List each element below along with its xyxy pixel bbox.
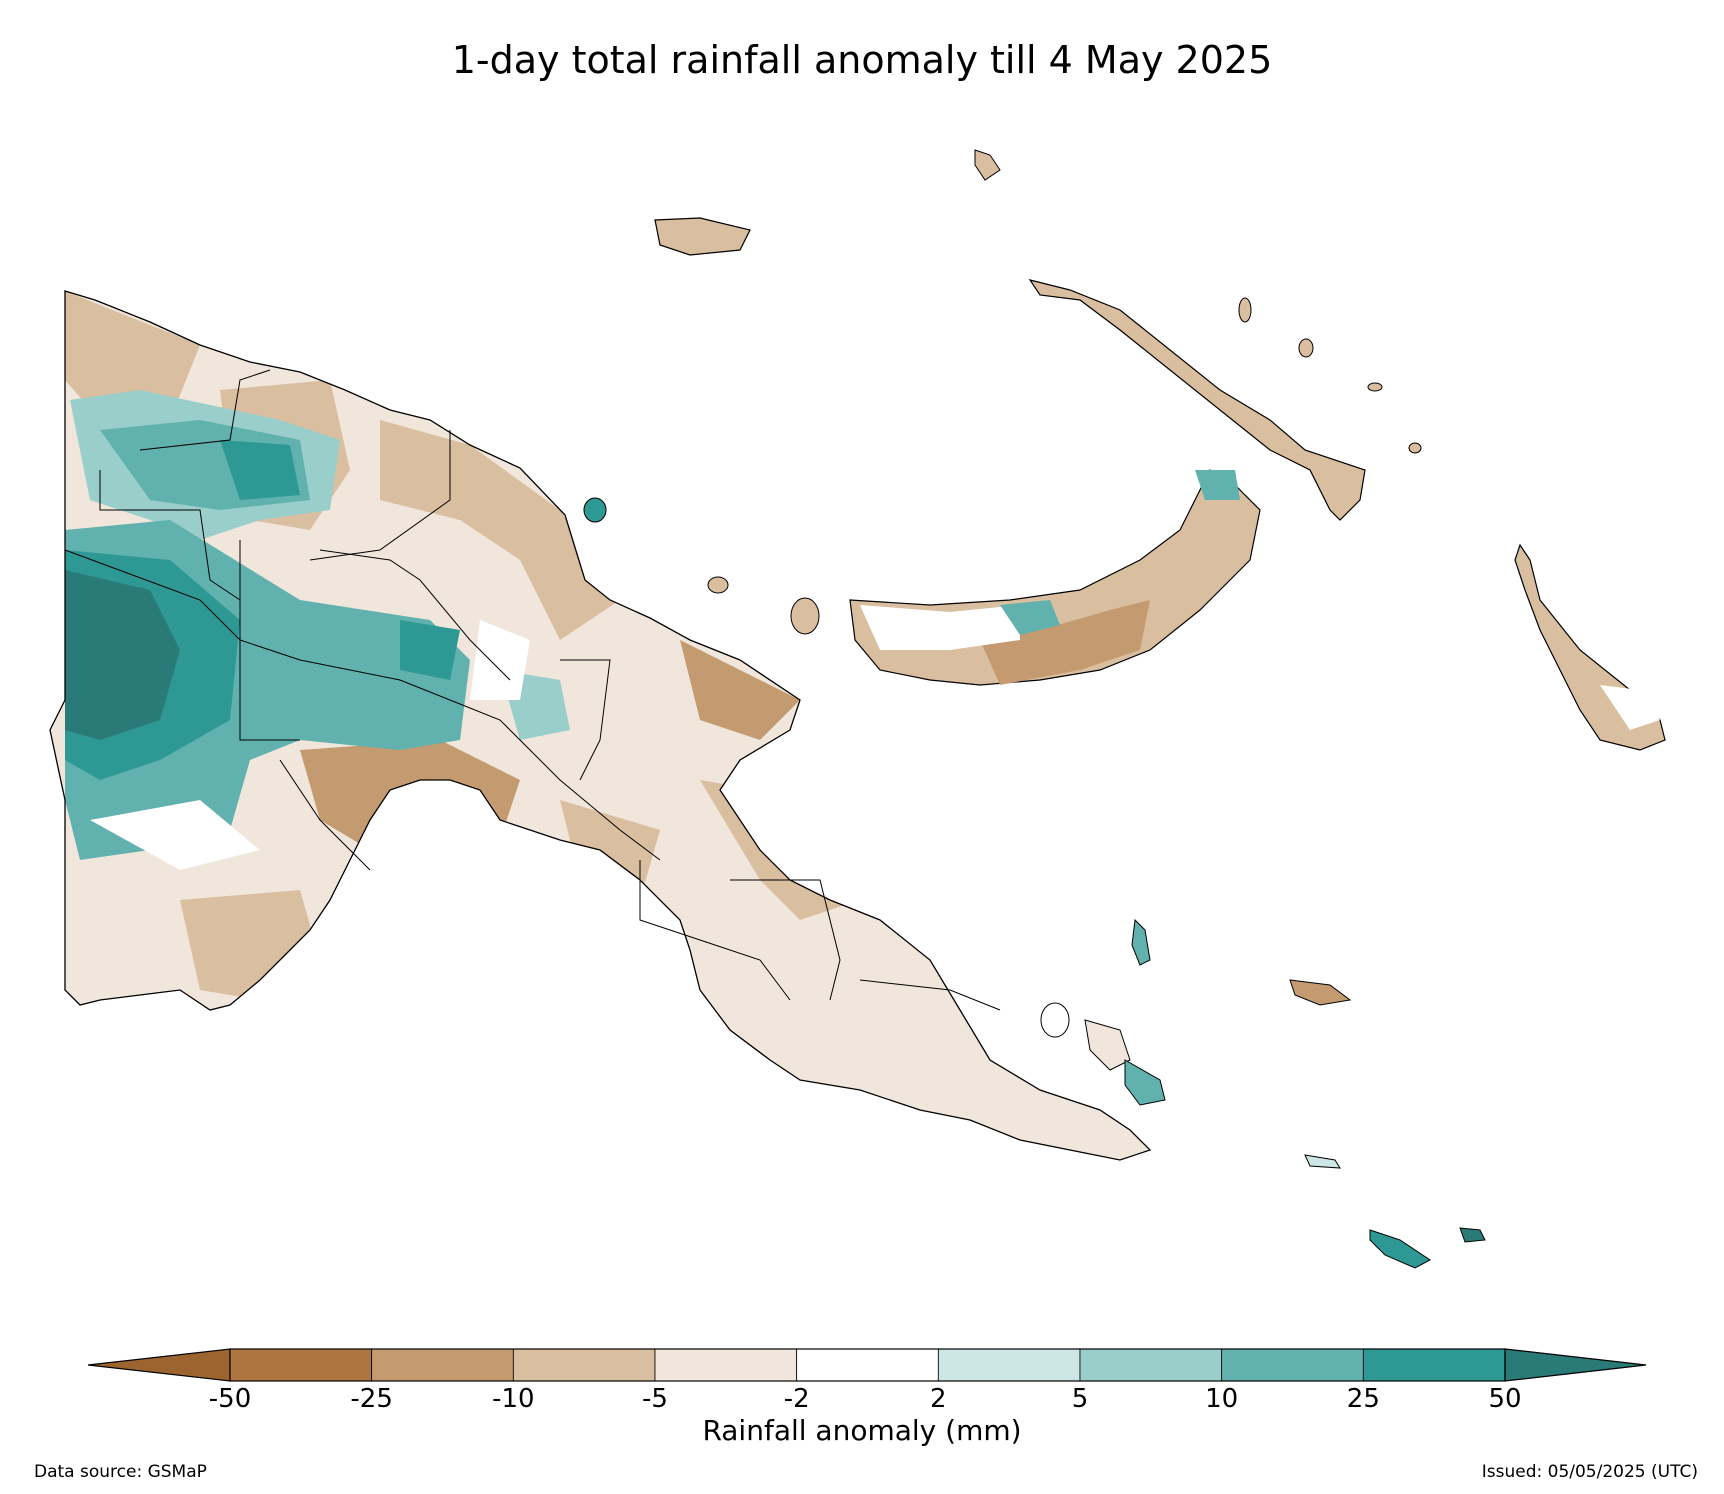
normanby-island <box>1124 1059 1166 1106</box>
colorbar <box>87 1348 1647 1382</box>
colorbar-title: Rainfall anomaly (mm) <box>702 1414 1022 1447</box>
colorbar-segment <box>1079 1348 1223 1382</box>
colorbar-tick-label: -25 <box>350 1384 393 1414</box>
colorbar-tick-label: -5 <box>642 1384 668 1414</box>
colorbar-tick-label: -2 <box>783 1384 810 1414</box>
mainland-coastline <box>49 290 1152 1161</box>
colorbar-segment <box>937 1348 1081 1382</box>
colorbar-frame <box>229 1348 1506 1382</box>
colorbar-segment <box>654 1348 798 1382</box>
colorbar-tick-label: 5 <box>1071 1384 1089 1414</box>
trobriand-island <box>1131 918 1151 966</box>
province-borders <box>64 369 1001 1011</box>
colorbar-segment <box>1362 1348 1506 1382</box>
new-britain-dry-patch <box>980 600 1150 685</box>
new-ireland-island <box>1028 279 1366 521</box>
goodenough-island <box>1040 1002 1070 1038</box>
misima-island <box>1304 1154 1341 1169</box>
tagula-island <box>1369 1229 1431 1269</box>
rossel-island <box>1459 1227 1486 1243</box>
woodlark-island <box>1289 979 1352 1006</box>
colorbar-segment <box>229 1348 373 1382</box>
colorbar-tick-label: 10 <box>1205 1384 1239 1414</box>
colorbar-extend-low <box>87 1348 231 1382</box>
map-title: 1-day total rainfall anomaly till 4 May … <box>451 38 1273 82</box>
colorbar-tick-label: -50 <box>208 1384 252 1414</box>
mussau-island <box>974 149 1001 181</box>
new-britain-wet-patch-north <box>1195 470 1240 500</box>
karkar-island <box>583 497 607 523</box>
manus-island <box>654 217 751 256</box>
lihir-island <box>1298 338 1314 358</box>
colorbar-tick-label: 2 <box>930 1384 947 1414</box>
fergusson-island <box>1084 1019 1131 1071</box>
issued-date-note: Issued: 05/05/2025 (UTC) <box>1481 1462 1698 1482</box>
new-britain-wet-patch <box>1000 600 1060 635</box>
data-source-note: Data source: GSMaP <box>34 1462 207 1482</box>
tanga-island <box>1367 382 1383 392</box>
tabar-island <box>1238 297 1252 323</box>
colorbar-tick-label: 25 <box>1346 1384 1380 1414</box>
colorbar-segment <box>512 1348 656 1382</box>
umboi-island <box>790 597 820 635</box>
new-britain-neutral-patch <box>860 605 1020 650</box>
colorbar-segment <box>1221 1348 1364 1382</box>
feni-island <box>1408 442 1422 454</box>
colorbar-tick-label: 50 <box>1488 1384 1522 1414</box>
colorbar-extend-high <box>1504 1348 1647 1382</box>
colorbar-tick-label: -10 <box>492 1384 535 1414</box>
mainland-anomaly-field <box>50 291 1150 1160</box>
colorbar-segment <box>371 1348 514 1382</box>
rainfall-anomaly-map <box>49 149 1666 1269</box>
colorbar-segment <box>796 1348 939 1382</box>
bougainville-neutral-patch <box>1600 685 1660 730</box>
long-island <box>707 576 729 594</box>
colorbar-segments <box>229 1348 1506 1382</box>
